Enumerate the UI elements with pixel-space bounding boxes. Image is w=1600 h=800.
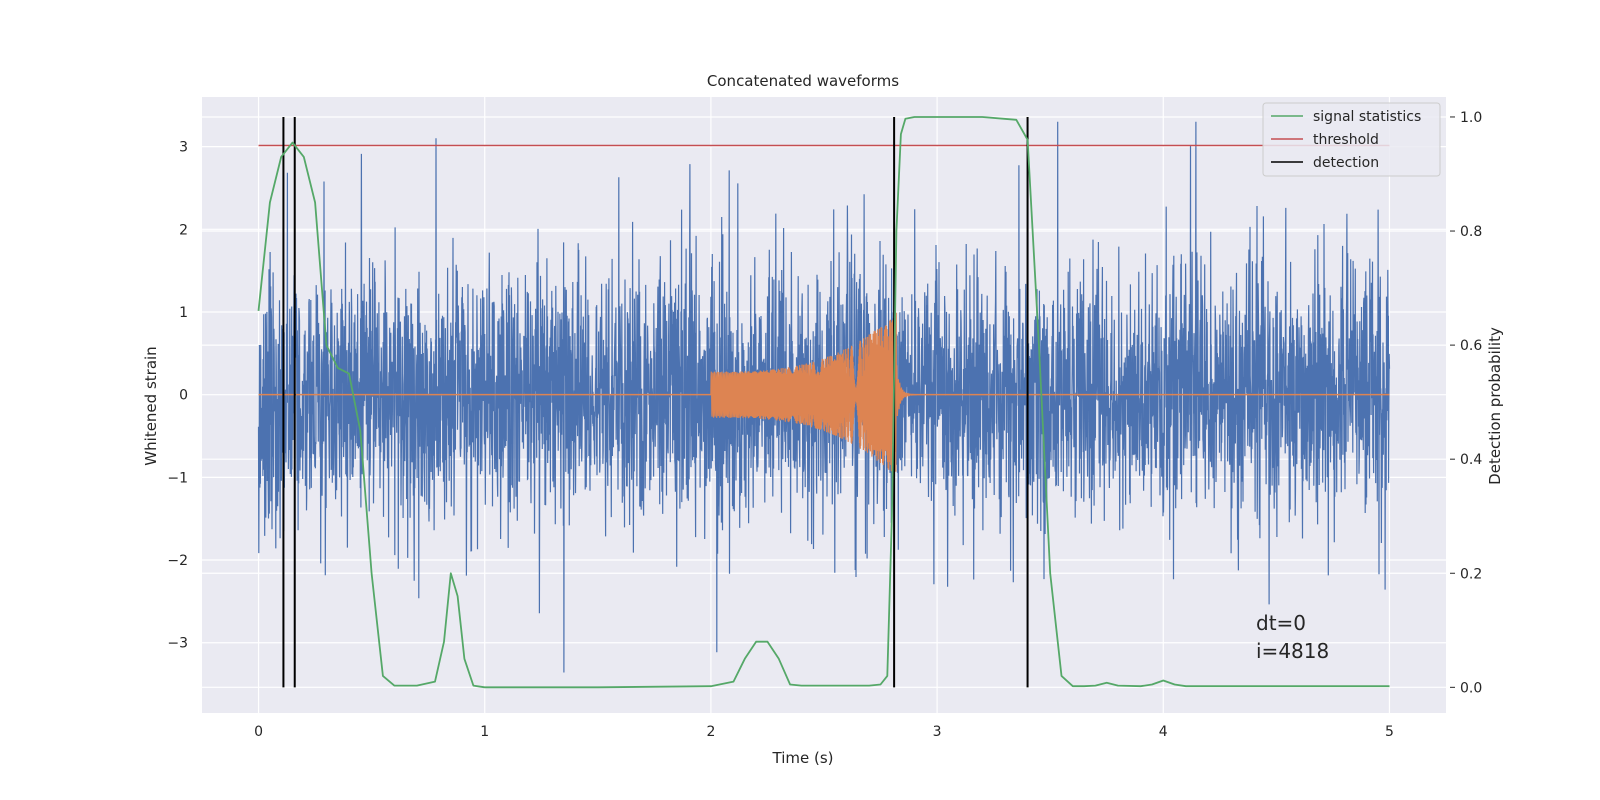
- legend-box: [1262, 102, 1441, 177]
- x-axis-ticks: 0 1 2 3 4 5: [254, 724, 1394, 740]
- legend: signal statistics threshold detection: [1262, 102, 1441, 177]
- plot-area: [202, 97, 1446, 713]
- y-axis-ticks: −3 −2 −1 0 1 2 3: [167, 140, 188, 652]
- y2-tick-label: 0.0: [1460, 680, 1482, 696]
- y2-axis-ticks: 0.0 0.2 0.4 0.6 0.8 1.0: [1450, 110, 1482, 696]
- y2-axis-label: Detection probability: [1486, 327, 1504, 485]
- legend-label-threshold: threshold: [1313, 132, 1379, 148]
- y-tick-label: 0: [179, 388, 188, 404]
- x-tick-label: 2: [706, 724, 715, 740]
- y-tick-label: −1: [167, 470, 188, 486]
- y2-tick-label: 1.0: [1460, 110, 1482, 126]
- y-tick-label: 3: [179, 140, 188, 156]
- x-tick-label: 3: [933, 724, 942, 740]
- legend-label-detection: detection: [1313, 155, 1379, 171]
- y2-tick-label: 0.2: [1460, 566, 1482, 582]
- x-tick-label: 5: [1385, 724, 1394, 740]
- annotation-index: i=4818: [1256, 639, 1329, 663]
- y2-tick-label: 0.8: [1460, 224, 1482, 240]
- chirp-series-line: [710, 312, 917, 475]
- legend-label-signal-statistics: signal statistics: [1313, 109, 1421, 125]
- y-axis-label: Whitened strain: [142, 346, 160, 465]
- x-axis-label: Time (s): [772, 749, 834, 767]
- y-tick-label: 1: [179, 305, 188, 321]
- annotation-dt: dt=0: [1256, 611, 1306, 635]
- chart-title: Concatenated waveforms: [707, 72, 899, 90]
- x-tick-label: 0: [254, 724, 263, 740]
- y2-tick-label: 0.6: [1460, 338, 1482, 354]
- y-tick-label: 2: [179, 222, 188, 238]
- x-tick-label: 4: [1159, 724, 1168, 740]
- y2-tick-label: 0.4: [1460, 452, 1482, 468]
- x-tick-label: 1: [480, 724, 489, 740]
- y-tick-label: −3: [167, 636, 188, 652]
- signal-statistics-line: [257, 116, 1390, 689]
- y-tick-label: −2: [167, 553, 188, 569]
